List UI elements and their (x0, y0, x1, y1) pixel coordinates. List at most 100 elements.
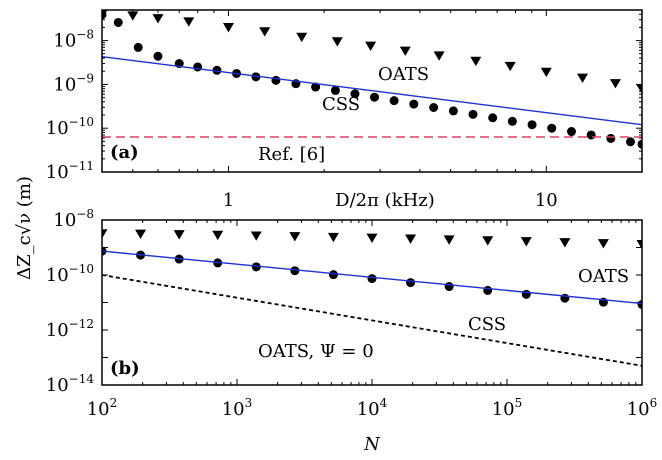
oats-point (135, 229, 147, 239)
css-point (290, 266, 300, 276)
css-point (311, 82, 321, 92)
y-tick-label: 10−12 (46, 317, 94, 341)
panel-b-series (102, 229, 642, 367)
oats-point (212, 230, 224, 241)
oats-point (405, 234, 417, 244)
css-point (507, 116, 517, 126)
css-point (488, 113, 498, 123)
css-point (483, 285, 493, 295)
x-tick-label: 103 (222, 396, 253, 420)
y-axis-label: ΔZ_c√ν (m) (14, 176, 35, 280)
oats-point (540, 67, 552, 78)
css-point (444, 282, 454, 292)
css-point (251, 262, 261, 272)
css-point (369, 92, 379, 102)
x-tick-label: 104 (357, 396, 388, 420)
fit-line (102, 55, 642, 126)
x-tick-label: 10 (535, 190, 558, 211)
series-group (102, 10, 642, 149)
oats-point (366, 233, 378, 244)
oats-point (482, 236, 494, 246)
oats-point (152, 14, 164, 24)
panel-b-label: (b) (110, 358, 140, 379)
panel-b-css-annotation: CSS (468, 314, 506, 335)
oats-point (102, 229, 108, 239)
y-axis-label-text: ΔZ_c√ν (m) (14, 176, 35, 280)
panel-a-ref-annotation: Ref. [6] (258, 144, 325, 165)
css-point (251, 72, 261, 82)
y-tick-label: 10−10 (46, 262, 94, 286)
panel-a-tick-labels: 1 10 10−8 10−9 10−10 10−11 (46, 28, 558, 211)
css-point (625, 137, 635, 147)
css-point (212, 65, 222, 75)
oats-point (504, 61, 516, 72)
css-point (429, 102, 439, 112)
oats-point (250, 231, 262, 241)
panel-a-series (102, 10, 642, 149)
oats-point (365, 41, 377, 52)
oats-0-line (102, 274, 642, 367)
css-point (271, 75, 281, 85)
y-tick-label: 10−14 (46, 372, 95, 396)
panel-a-css-annotation: CSS (322, 94, 360, 115)
css-point (606, 133, 616, 143)
oats-point (399, 46, 411, 56)
panel-b-x-axis-label: N (363, 434, 381, 455)
oats-point (609, 79, 621, 89)
oats-point (520, 237, 532, 247)
css-point (566, 127, 576, 137)
panel-a-x-axis-label: D/2π (kHz) (335, 190, 435, 211)
oats-point (296, 32, 308, 43)
oats-point (470, 56, 482, 67)
css-point (637, 299, 642, 309)
oats-point (259, 27, 271, 37)
css-point (409, 99, 419, 109)
oats-point (636, 84, 642, 95)
x-tick-label: 105 (492, 396, 523, 420)
css-point (389, 96, 399, 106)
panel-a-label: (a) (110, 142, 139, 163)
series-group (102, 229, 642, 367)
oats-point (222, 23, 234, 33)
css-point (133, 42, 143, 52)
css-point (153, 51, 163, 61)
x-tick-label: 1 (223, 190, 234, 211)
css-point (328, 270, 338, 280)
oats-point (577, 73, 589, 83)
panel-a-frame (101, 9, 643, 173)
css-point (586, 130, 596, 140)
panel-b-oats-annotation: OATS (578, 266, 629, 287)
oats-point (433, 51, 445, 61)
panel-b-tick-labels: 102 103 104 105 106 10−8 10−10 10−12 10−14 (46, 207, 658, 420)
css-point (406, 278, 416, 288)
fit-line (102, 250, 642, 305)
panel-b-oats-psi-annotation: OATS, Ψ = 0 (258, 341, 374, 362)
oats-point (559, 238, 571, 248)
css-point (102, 10, 107, 20)
css-point (468, 109, 478, 119)
css-point (367, 274, 377, 284)
oats-point (331, 37, 343, 47)
oats-point (183, 17, 195, 27)
x-tick-label: 106 (627, 396, 658, 420)
oats-point (597, 239, 609, 249)
css-point (527, 120, 537, 130)
panel-b-frame (101, 219, 643, 386)
y-tick-label: 10−8 (53, 207, 94, 231)
oats-point (289, 232, 301, 242)
oats-point (173, 230, 185, 240)
oats-point (443, 235, 455, 245)
css-point (330, 85, 340, 95)
css-point (448, 106, 458, 116)
css-point (637, 139, 642, 149)
oats-point (636, 239, 642, 250)
css-point (521, 289, 531, 299)
css-point (350, 89, 360, 99)
y-tick-label: 10−10 (46, 115, 94, 139)
oats-point (127, 11, 139, 21)
css-point (547, 123, 557, 133)
oats-point (327, 232, 339, 243)
